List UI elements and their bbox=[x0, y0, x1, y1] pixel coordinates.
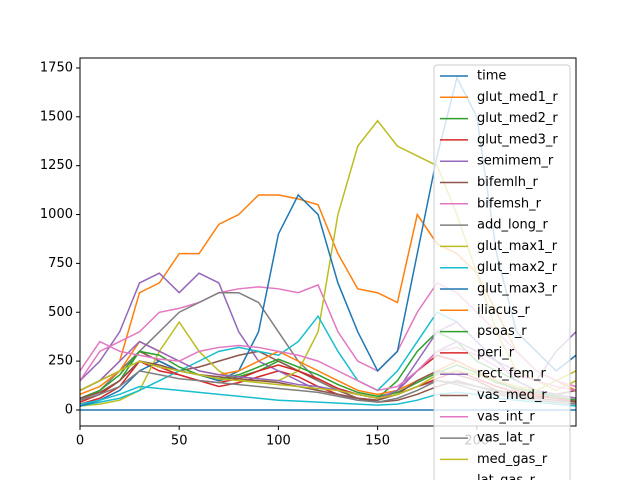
legend-label: rect_fem_r bbox=[477, 367, 547, 382]
y-tick-label: 1750 bbox=[40, 60, 73, 75]
legend-label: bifemsh_r bbox=[477, 196, 542, 211]
legend-label: vas_med_r bbox=[477, 388, 547, 403]
legend-label: glut_med1_r bbox=[477, 90, 558, 105]
y-tick-label: 1000 bbox=[40, 207, 73, 222]
x-tick-label: 150 bbox=[365, 434, 390, 449]
legend-label: psoas_r bbox=[477, 324, 527, 339]
legend-box bbox=[433, 64, 571, 480]
legend-label: med_gas_r bbox=[477, 452, 548, 467]
legend-label: glut_max3_r bbox=[477, 282, 558, 297]
y-tick-label: 750 bbox=[48, 256, 73, 271]
legend-label: lat_gas_r bbox=[477, 473, 536, 480]
x-tick-label: 100 bbox=[266, 434, 291, 449]
legend-label: iliacus_r bbox=[477, 303, 530, 318]
x-tick-label: 0 bbox=[76, 434, 84, 449]
legend-label: glut_med3_r bbox=[477, 132, 558, 147]
y-tick-label: 500 bbox=[48, 305, 73, 320]
legend-label: glut_max2_r bbox=[477, 260, 558, 275]
x-tick-label: 50 bbox=[171, 434, 188, 449]
legend-label: vas_int_r bbox=[477, 409, 535, 424]
legend-label: vas_lat_r bbox=[477, 431, 535, 446]
legend-label: glut_max1_r bbox=[477, 239, 558, 254]
legend-label: add_long_r bbox=[477, 218, 549, 233]
y-tick-label: 1250 bbox=[40, 158, 73, 173]
y-tick-label: 250 bbox=[48, 354, 73, 369]
legend-label: semimem_r bbox=[477, 154, 554, 169]
y-tick-label: 1500 bbox=[40, 109, 73, 124]
y-tick-label: 0 bbox=[65, 402, 73, 417]
axes-frame bbox=[79, 57, 577, 427]
legend-label: bifemlh_r bbox=[477, 175, 538, 190]
legend-label: peri_r bbox=[477, 345, 515, 360]
legend-label: time bbox=[477, 69, 506, 84]
legend-label: glut_med2_r bbox=[477, 111, 558, 126]
